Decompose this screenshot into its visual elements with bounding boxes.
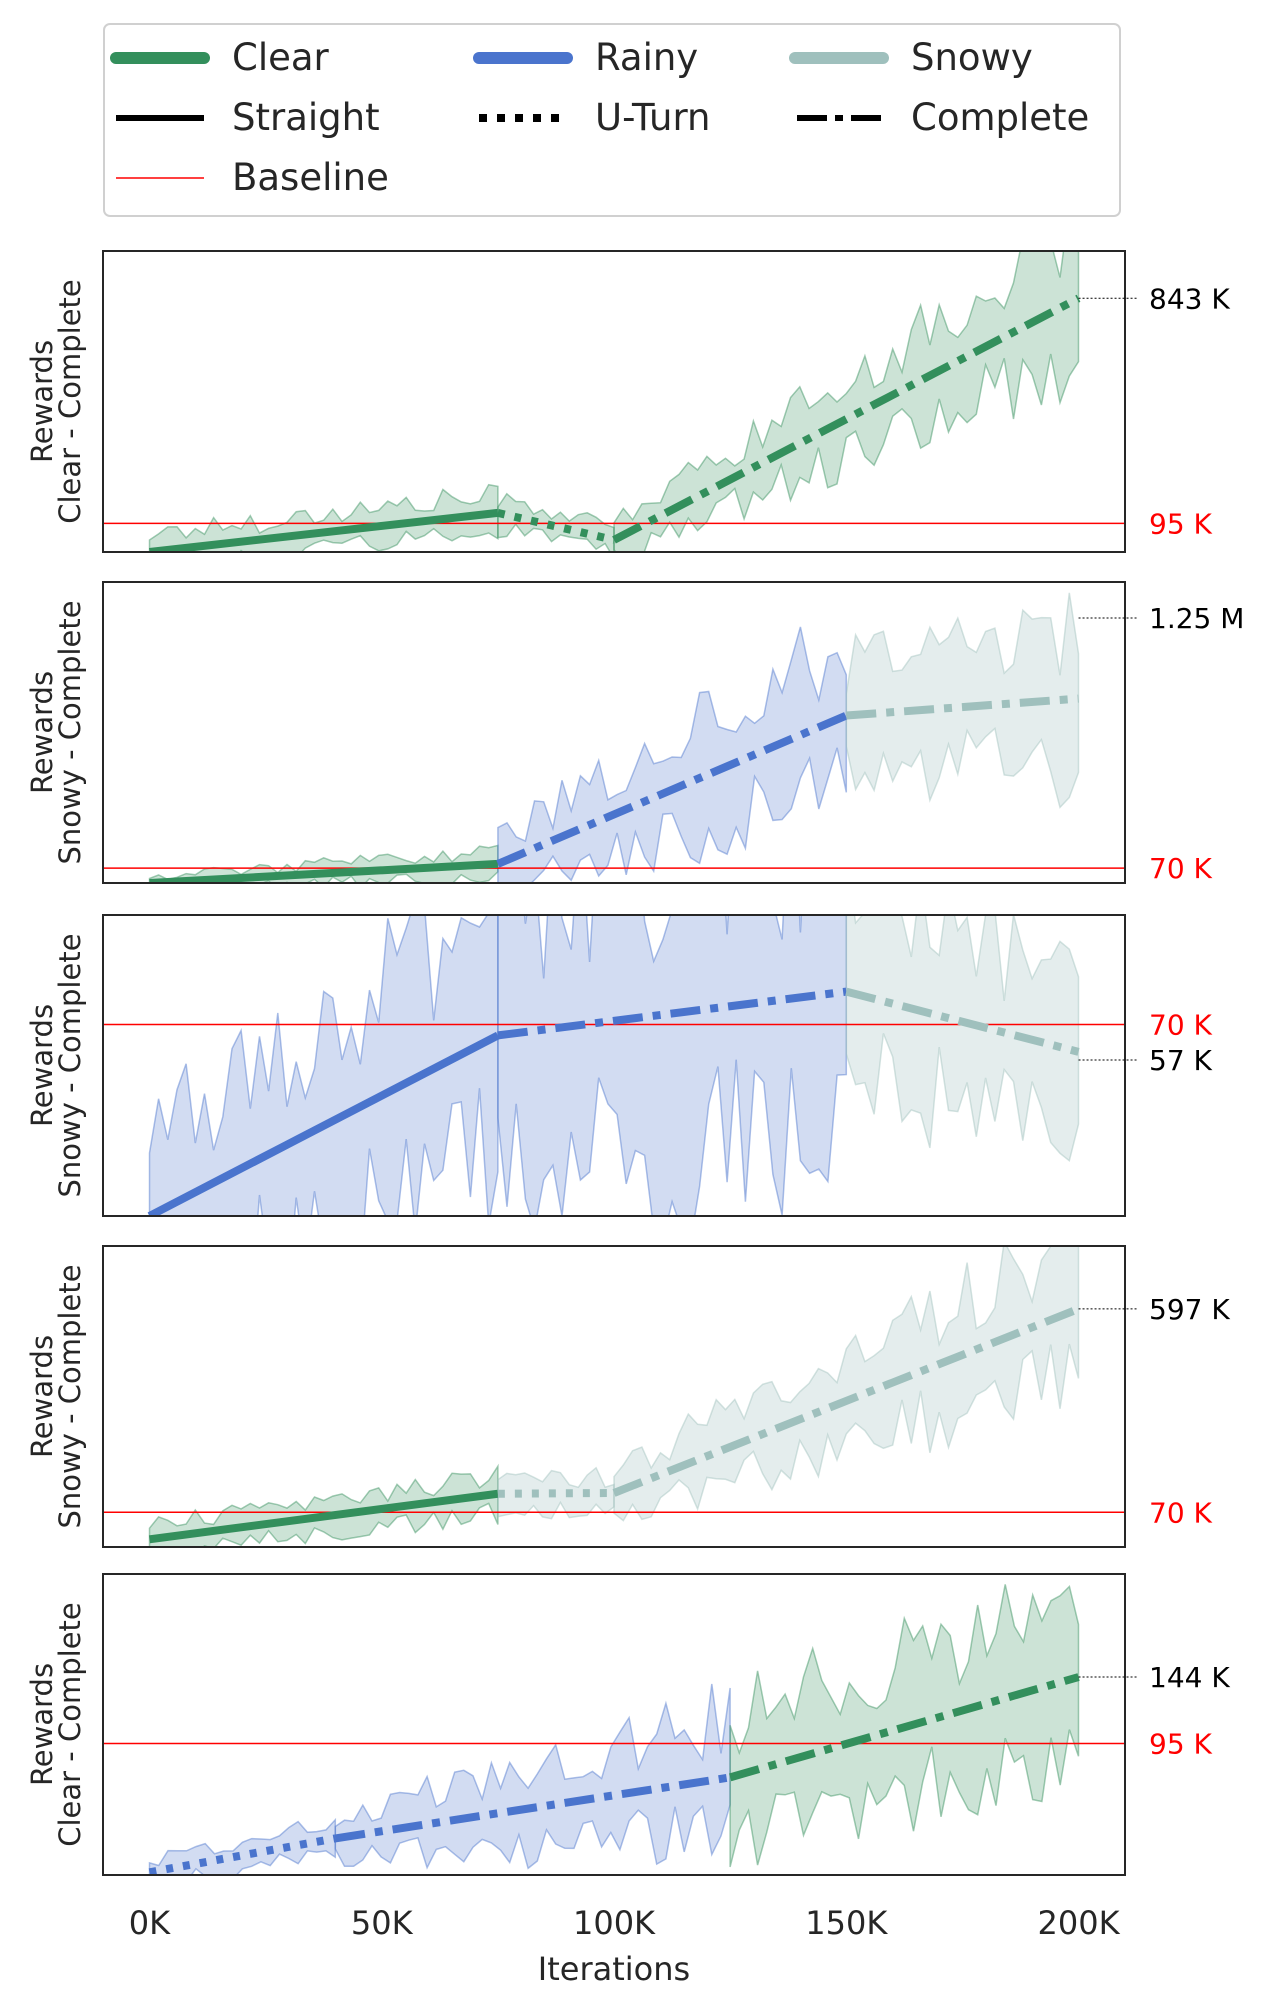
series-3-rainy-complete	[497, 987, 847, 1040]
ylabel-bottom-2: Snowy - Complete	[53, 600, 87, 864]
baseline-label-4: 70 K	[1149, 1496, 1213, 1529]
series-2-clear-straight	[149, 859, 499, 883]
final-value-label-3: 57 K	[1149, 1044, 1213, 1077]
band-1-1	[148, 483, 499, 552]
band-4-2	[497, 1466, 615, 1520]
x-tick-label: 150K	[805, 1904, 888, 1942]
panel-frame-1	[102, 250, 1126, 553]
series-2-snowy-complete	[845, 694, 1079, 720]
panel-frame-5	[102, 1573, 1126, 1876]
final-value-label-1: 843 K	[1149, 282, 1230, 315]
panel-frame-4	[102, 1245, 1126, 1548]
final-value-label-2: 1.25 M	[1149, 602, 1244, 635]
baseline-label-2: 70 K	[1149, 852, 1213, 885]
series-5-clear-complete	[729, 1673, 1080, 1782]
legend-label-clear: Clear	[232, 36, 330, 79]
ylabel-top-2: Rewards	[25, 671, 59, 794]
band-2-1	[148, 844, 499, 883]
series-1-clear-u-turn	[496, 508, 615, 544]
band-5-2	[334, 1683, 731, 1870]
legend-label-snowy: Snowy	[911, 36, 1033, 79]
series-3-rainy-straight	[147, 1031, 500, 1216]
final-value-label-5: 144 K	[1149, 1661, 1230, 1694]
legend-label-straight: Straight	[232, 96, 380, 139]
ylabel-top-3: Rewards	[25, 1004, 59, 1127]
plot-area-4	[103, 1246, 1125, 1547]
panel-frame-3	[102, 914, 1126, 1217]
ylabel-bottom-5: Clear - Complete	[53, 1602, 87, 1847]
baseline-label-1: 95 K	[1149, 507, 1213, 540]
band-4-3	[613, 1246, 1080, 1522]
x-tick-label: 0K	[129, 1904, 171, 1942]
baseline-label-5: 95 K	[1149, 1727, 1213, 1760]
plot-area-2	[103, 592, 1125, 883]
series-1-clear-straight	[149, 508, 499, 552]
panel-frame-2	[102, 581, 1126, 884]
legend: Clear Rainy Snowy Straight U-Turn Complete Bas…	[103, 23, 1121, 217]
legend-label-u-turn: U-Turn	[595, 96, 710, 139]
band-1-3	[613, 251, 1080, 552]
plot-area-3	[103, 915, 1125, 1216]
band-1-2	[497, 492, 615, 552]
band-3-3	[845, 915, 1080, 1163]
series-5-rainy-complete	[334, 1773, 731, 1843]
legend-label-baseline: Baseline	[232, 156, 389, 199]
band-5-1	[148, 1817, 337, 1875]
series-1-clear-complete	[612, 294, 1081, 544]
band-3-1	[148, 915, 499, 1216]
x-tick-label: 200K	[1038, 1904, 1121, 1942]
series-4-snowy-complete	[612, 1305, 1081, 1497]
legend-label-rainy: Rainy	[595, 36, 698, 79]
legend-frame	[103, 23, 1121, 217]
x-axis-label: Iterations	[538, 1950, 690, 1988]
series-4-snowy-u-turn	[497, 1488, 615, 1498]
baseline-label-3: 70 K	[1149, 1008, 1213, 1041]
ylabel-bottom-4: Snowy - Complete	[53, 1264, 87, 1528]
final-value-label-4: 597 K	[1149, 1293, 1230, 1326]
plot-area-1	[103, 251, 1125, 552]
ylabel-top-1: Rewards	[25, 340, 59, 463]
series-5-rainy-u-turn	[148, 1834, 336, 1875]
plot-area-5	[103, 1584, 1125, 1875]
series-2-rainy-complete	[496, 711, 848, 868]
band-2-3	[845, 592, 1080, 809]
band-2-2	[497, 626, 848, 883]
band-3-2	[497, 915, 848, 1216]
x-tick-label: 100K	[573, 1904, 656, 1942]
series-4-clear-straight	[148, 1489, 499, 1544]
series-3-snowy-complete	[845, 987, 1080, 1056]
ylabel-top-5: Rewards	[25, 1663, 59, 1786]
legend-label-complete: Complete	[911, 96, 1089, 139]
ylabel-top-4: Rewards	[25, 1335, 59, 1458]
ylabel-bottom-1: Clear - Complete	[53, 279, 87, 524]
x-tick-label: 50K	[351, 1904, 414, 1942]
ylabel-bottom-3: Snowy - Complete	[53, 933, 87, 1197]
